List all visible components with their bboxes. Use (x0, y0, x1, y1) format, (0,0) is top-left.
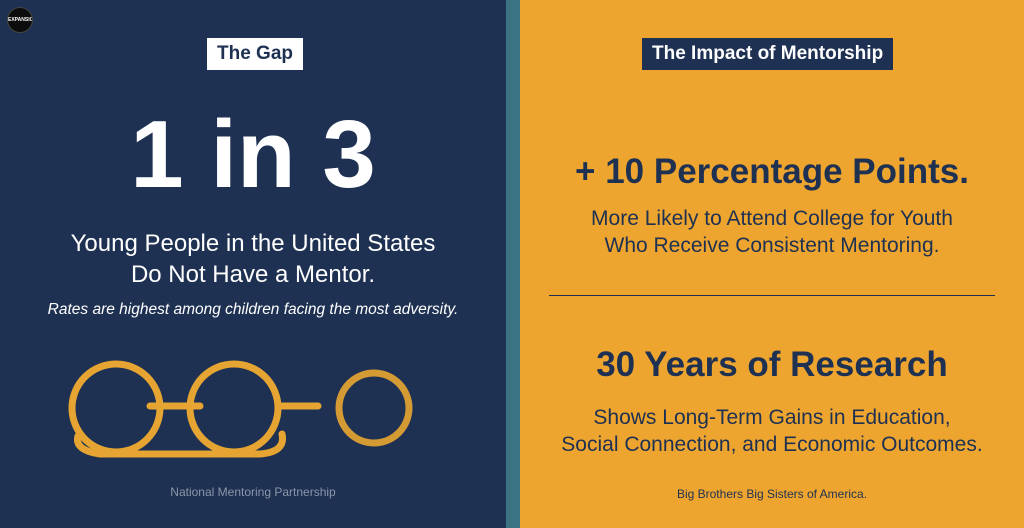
gap-description-line-1: Young People in the United States (70, 230, 436, 257)
gap-tag: The Gap (207, 38, 304, 70)
logo: EXPANSION YOUTH (7, 7, 33, 33)
gap-description-line-2: Do Not Have a Mentor. (130, 261, 376, 288)
impact-stat-1-line-2: Who Receive Consistent Mentoring. (604, 234, 940, 257)
gap-description: Young People in the United States Do Not… (0, 228, 506, 290)
impact-stat-1-line-1: More Likely to Attend College for Youth (591, 207, 953, 230)
panel-divider (506, 0, 520, 528)
impact-source: Big Brothers Big Sisters of America. (676, 487, 868, 501)
eyeglasses-icon (68, 360, 413, 458)
impact-stat-2-line-2: Social Connection, and Economic Outcomes… (561, 433, 983, 456)
gap-note: Rates are highest among children facing … (47, 301, 459, 318)
gap-stat: 1 in 3 (130, 101, 376, 208)
impact-stat-1-headline: + 10 Percentage Points. (575, 152, 969, 191)
logo-text: EXPANSION YOUTH (8, 17, 32, 23)
impact-stat-1-description: More Likely to Attend College for Youth … (520, 205, 1024, 259)
impact-tag: The Impact of Mentorship (642, 38, 894, 70)
gap-source: National Mentoring Partnership (170, 485, 336, 499)
impact-stat-2-line-1: Shows Long-Term Gains in Education, (593, 406, 951, 429)
impact-divider-rule (549, 295, 995, 296)
impact-panel (520, 0, 1024, 528)
impact-stat-2-headline: 30 Years of Research (596, 345, 948, 384)
impact-stat-2-description: Shows Long-Term Gains in Education, Soci… (520, 404, 1024, 458)
